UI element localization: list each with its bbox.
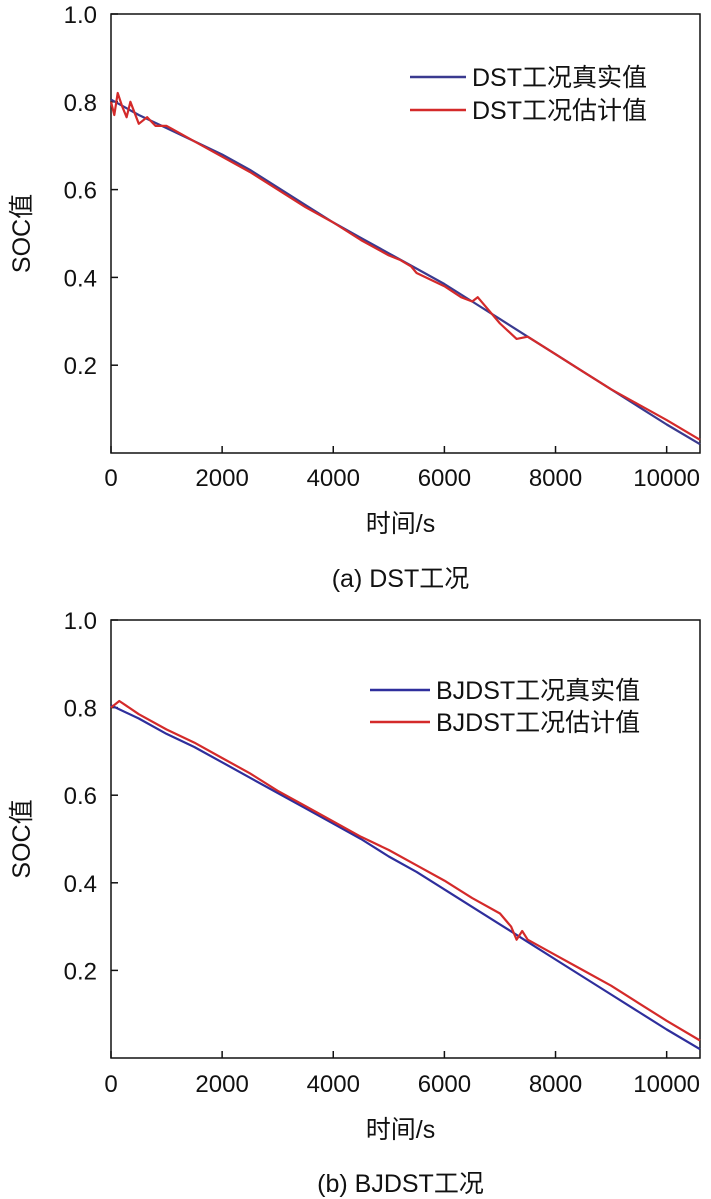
x-tick-label: 10000: [633, 1071, 700, 1098]
series-line-1: [110, 704, 701, 1051]
plot-frame: [110, 13, 701, 454]
x-tick-label: 6000: [418, 1071, 471, 1098]
legend-label-2: BJDST工况估计值: [436, 709, 640, 737]
x-tick-label: 8000: [529, 1071, 582, 1098]
y-tick-label: 0.2: [64, 353, 97, 380]
legend-label-1: BJDST工况真实值: [436, 677, 640, 705]
series-line-2: [110, 699, 701, 1042]
x-tick-label: 2000: [195, 465, 248, 492]
y-tick-label: 0.2: [64, 958, 97, 985]
y-tick-label: 0.8: [64, 90, 97, 117]
x-tick-label: 4000: [307, 1071, 360, 1098]
panel-caption: (a) DST工况: [332, 565, 470, 593]
legend: DST工况真实值 DST工况估计值: [410, 64, 647, 125]
x-axis-label: 时间/s: [366, 510, 435, 538]
x-axis-label: 时间/s: [366, 1116, 435, 1144]
panel-caption: (b) BJDST工况: [317, 1170, 484, 1198]
legend-label-2: DST工况估计值: [472, 97, 647, 125]
y-axis-label: SOC值: [8, 799, 36, 878]
x-tick-label: 4000: [307, 465, 360, 492]
panel-b: 0 2000 4000 6000 8000 10000 0.2 0.4 0.6 0.8 1.0 时间/…: [8, 608, 701, 1198]
y-axis-label: SOC值: [8, 194, 36, 273]
plot-frame: [110, 619, 701, 1059]
panel-a: 0 2000 4000 6000 8000 10000 0.2 0.4 0.6 0.8 1.0 时间/…: [8, 2, 701, 593]
y-tick-label: 0.6: [64, 178, 97, 205]
y-tick-label: 0.4: [64, 871, 97, 898]
y-tick-label: 1.0: [64, 608, 97, 635]
y-tick-label: 1.0: [64, 2, 97, 29]
y-tick-label: 0.6: [64, 783, 97, 810]
series-line-1: [110, 98, 701, 446]
legend: BJDST工况真实值 BJDST工况估计值: [370, 677, 640, 737]
legend-label-1: DST工况真实值: [472, 64, 647, 92]
series-line-2: [109, 91, 701, 441]
y-tick-label: 0.8: [64, 696, 97, 723]
x-tick-label: 2000: [195, 1071, 248, 1098]
y-tick-label: 0.4: [64, 265, 97, 292]
x-tick-label: 0: [104, 1071, 117, 1098]
x-tick-label: 0: [104, 465, 117, 492]
x-tick-label: 10000: [633, 465, 700, 492]
x-tick-label: 8000: [529, 465, 582, 492]
x-tick-label: 6000: [418, 465, 471, 492]
